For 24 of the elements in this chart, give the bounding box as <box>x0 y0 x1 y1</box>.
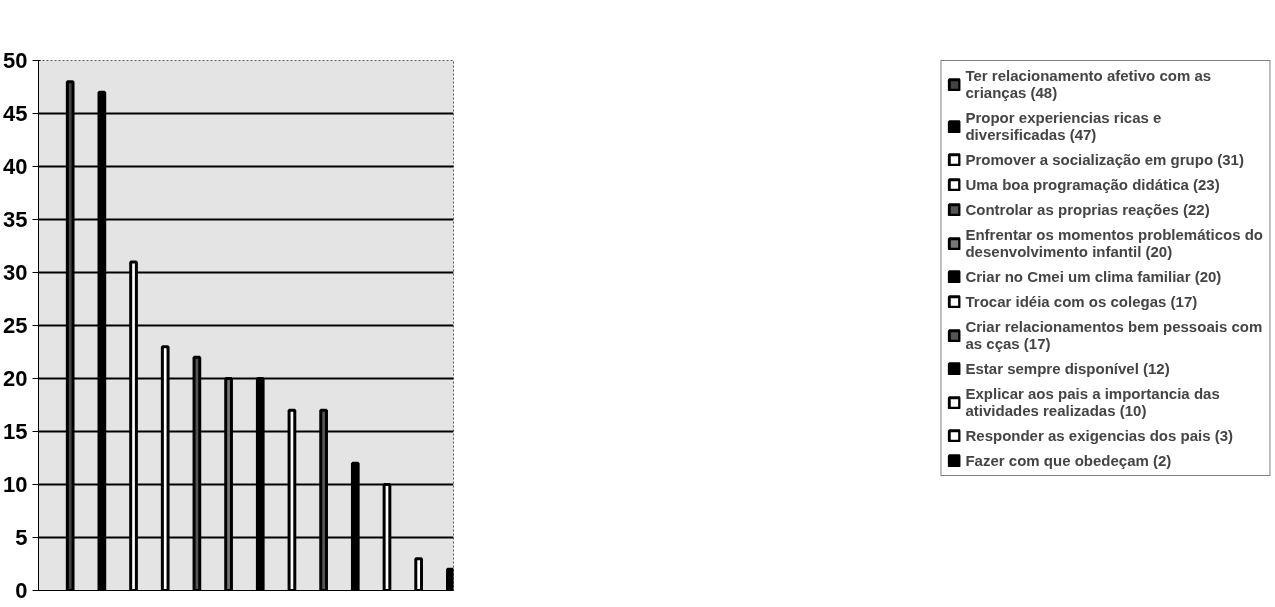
y-tick-label: 10 <box>3 472 28 497</box>
y-tick-label: 45 <box>3 101 28 126</box>
legend-label: Controlar as proprias reações (22) <box>965 201 1210 218</box>
y-tick-label: 20 <box>3 366 28 391</box>
legend-label: Estar sempre disponível (12) <box>965 360 1170 377</box>
legend-label: Explicar aos pais a importancia das atividades realizadas (10) <box>965 385 1220 419</box>
y-tick-label: 35 <box>3 207 28 232</box>
y-tick-label: 0 <box>15 578 28 603</box>
legend-label: Ter relacionamento afetivo com as crianças (48) <box>965 67 1212 101</box>
y-tick-label: 30 <box>3 260 28 285</box>
y-tick-label: 25 <box>3 313 28 338</box>
y-tick-label: 5 <box>15 525 28 550</box>
legend-label: Fazer com que obedeçam (2) <box>965 452 1172 469</box>
legend-label: Promover a socialização em grupo (31) <box>965 151 1244 168</box>
legend-label: Propor experiencias ricas e diversificadas (47) <box>965 109 1162 143</box>
y-tick-label: 50 <box>3 48 28 73</box>
legend-label: Uma boa programação didática (23) <box>965 176 1220 193</box>
legend-label: Criar no Cmei um clima familiar (20) <box>965 268 1222 285</box>
legend-label: Responder as exigencias dos pais (3) <box>965 427 1234 444</box>
legend-label: Criar relacionamentos bem pessoais com as cças (17) <box>965 318 1263 352</box>
legend-label: Trocar idéia com os colegas (17) <box>965 293 1198 310</box>
y-tick-label: 40 <box>3 154 28 179</box>
y-tick-label: 15 <box>3 419 28 444</box>
legend-label: Enfrentar os momentos problemáticos do desenvolvimento infantil (20) <box>965 226 1263 260</box>
